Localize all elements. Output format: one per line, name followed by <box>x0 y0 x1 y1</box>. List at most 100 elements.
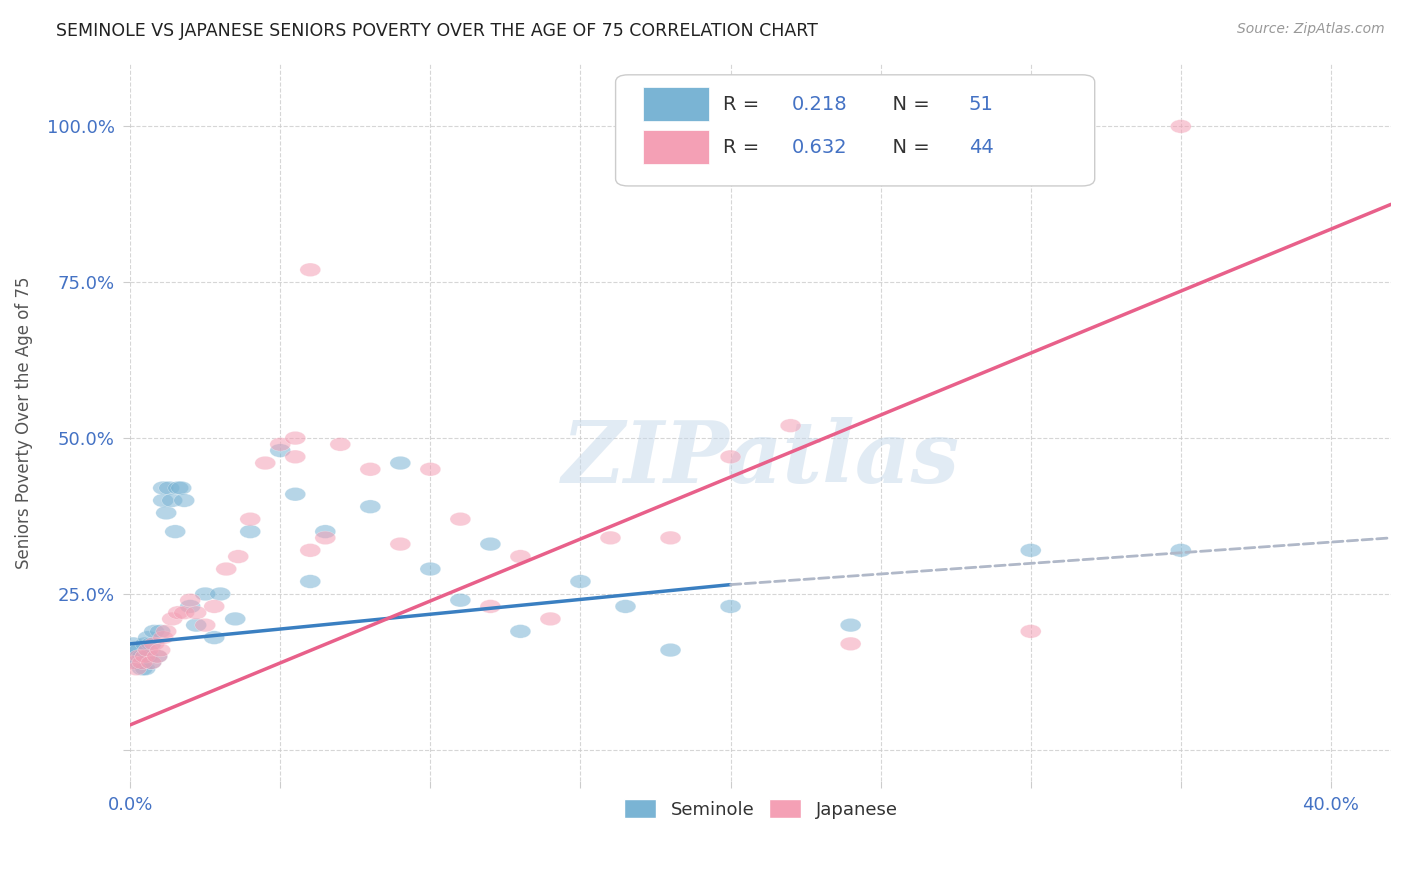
Ellipse shape <box>135 637 156 650</box>
Text: SEMINOLE VS JAPANESE SENIORS POVERTY OVER THE AGE OF 75 CORRELATION CHART: SEMINOLE VS JAPANESE SENIORS POVERTY OVE… <box>56 22 818 40</box>
Ellipse shape <box>450 512 471 526</box>
Ellipse shape <box>156 624 177 638</box>
Ellipse shape <box>125 643 146 657</box>
Text: ZIPatlas: ZIPatlas <box>561 417 960 500</box>
Legend: Seminole, Japanese: Seminole, Japanese <box>616 791 905 826</box>
Ellipse shape <box>841 637 860 650</box>
Ellipse shape <box>150 643 170 657</box>
Ellipse shape <box>125 662 146 675</box>
Ellipse shape <box>153 481 173 495</box>
Text: 44: 44 <box>969 138 994 158</box>
Ellipse shape <box>143 637 165 650</box>
Ellipse shape <box>841 618 860 632</box>
Ellipse shape <box>510 624 531 638</box>
Ellipse shape <box>285 432 305 445</box>
Ellipse shape <box>228 549 249 564</box>
Y-axis label: Seniors Poverty Over the Age of 75: Seniors Poverty Over the Age of 75 <box>15 277 32 569</box>
Ellipse shape <box>146 649 167 663</box>
Ellipse shape <box>360 500 381 514</box>
Ellipse shape <box>420 562 440 576</box>
Ellipse shape <box>167 481 188 495</box>
Ellipse shape <box>270 438 291 451</box>
Ellipse shape <box>141 656 162 669</box>
Ellipse shape <box>315 524 336 539</box>
Ellipse shape <box>159 481 180 495</box>
Ellipse shape <box>285 487 305 501</box>
Ellipse shape <box>215 562 236 576</box>
Text: 51: 51 <box>969 95 994 114</box>
Ellipse shape <box>389 537 411 551</box>
Ellipse shape <box>285 450 305 464</box>
Ellipse shape <box>156 506 177 520</box>
Ellipse shape <box>225 612 246 625</box>
Ellipse shape <box>135 649 156 663</box>
Ellipse shape <box>122 656 143 669</box>
Ellipse shape <box>659 531 681 545</box>
Ellipse shape <box>186 606 207 619</box>
Ellipse shape <box>1170 543 1191 558</box>
Text: R =: R = <box>723 95 765 114</box>
Ellipse shape <box>180 599 201 613</box>
Text: R =: R = <box>723 138 765 158</box>
Text: 0.632: 0.632 <box>792 138 848 158</box>
Ellipse shape <box>479 537 501 551</box>
Ellipse shape <box>153 631 173 644</box>
Ellipse shape <box>143 624 165 638</box>
Ellipse shape <box>138 631 159 644</box>
Ellipse shape <box>129 643 149 657</box>
Ellipse shape <box>195 587 215 600</box>
Ellipse shape <box>132 662 153 675</box>
Ellipse shape <box>129 656 149 669</box>
Ellipse shape <box>360 462 381 476</box>
Ellipse shape <box>389 457 411 470</box>
Ellipse shape <box>170 481 191 495</box>
Ellipse shape <box>240 512 260 526</box>
Ellipse shape <box>315 531 336 545</box>
FancyBboxPatch shape <box>616 75 1095 186</box>
Ellipse shape <box>204 631 225 644</box>
Ellipse shape <box>780 419 801 433</box>
Ellipse shape <box>299 574 321 589</box>
Ellipse shape <box>132 649 153 663</box>
Ellipse shape <box>450 593 471 607</box>
Ellipse shape <box>1021 624 1042 638</box>
Ellipse shape <box>141 637 162 650</box>
Ellipse shape <box>186 618 207 632</box>
Ellipse shape <box>299 263 321 277</box>
Ellipse shape <box>195 618 215 632</box>
Ellipse shape <box>125 656 146 669</box>
Ellipse shape <box>510 549 531 564</box>
Ellipse shape <box>420 462 440 476</box>
Ellipse shape <box>569 574 591 589</box>
Ellipse shape <box>479 599 501 613</box>
Ellipse shape <box>122 649 143 663</box>
Ellipse shape <box>141 656 162 669</box>
Ellipse shape <box>720 599 741 613</box>
Ellipse shape <box>240 524 260 539</box>
Ellipse shape <box>180 593 201 607</box>
Text: 0.218: 0.218 <box>792 95 848 114</box>
Ellipse shape <box>135 649 156 663</box>
Ellipse shape <box>165 524 186 539</box>
Ellipse shape <box>122 637 143 650</box>
Ellipse shape <box>209 587 231 600</box>
Ellipse shape <box>132 656 153 669</box>
FancyBboxPatch shape <box>644 130 709 164</box>
Ellipse shape <box>1170 120 1191 133</box>
Text: N =: N = <box>880 138 936 158</box>
Ellipse shape <box>720 450 741 464</box>
Ellipse shape <box>150 624 170 638</box>
FancyBboxPatch shape <box>644 87 709 121</box>
Ellipse shape <box>330 438 350 451</box>
Ellipse shape <box>540 612 561 625</box>
Ellipse shape <box>1021 543 1042 558</box>
Ellipse shape <box>270 444 291 458</box>
Ellipse shape <box>174 493 194 508</box>
Ellipse shape <box>135 662 156 675</box>
Ellipse shape <box>153 493 173 508</box>
Ellipse shape <box>299 543 321 558</box>
Ellipse shape <box>138 643 159 657</box>
Ellipse shape <box>600 531 621 545</box>
Ellipse shape <box>146 649 167 663</box>
Ellipse shape <box>614 599 636 613</box>
